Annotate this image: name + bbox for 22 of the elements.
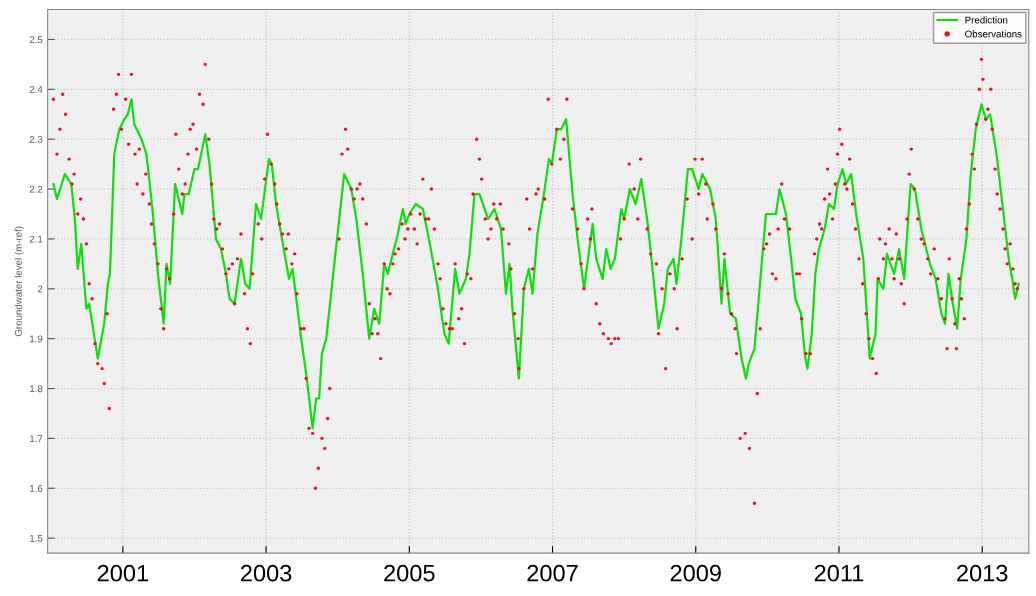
y-tick-label: 2.2 bbox=[29, 185, 43, 193]
line-series bbox=[52, 98, 1020, 430]
x-tick-label: 2011 bbox=[814, 564, 864, 582]
x-tick-label: 2001 bbox=[97, 564, 148, 582]
x-tick-label: 2009 bbox=[670, 564, 721, 582]
y-tick-label: 2.5 bbox=[29, 36, 43, 44]
x-tick-label: 2007 bbox=[527, 564, 578, 582]
x-tick-label: 2003 bbox=[241, 564, 292, 582]
legend-label: Prediction bbox=[965, 16, 1008, 24]
y-tick-label: 1.8 bbox=[30, 385, 43, 393]
x-tick-label: 2013 bbox=[957, 564, 1008, 582]
x-tick-label: 2005 bbox=[384, 564, 435, 582]
y-tick-label: 1.5 bbox=[30, 534, 43, 542]
legend-label: Observations bbox=[965, 30, 1022, 38]
y-tick-label: 2.3 bbox=[29, 135, 43, 143]
y-tick-label: 2.4 bbox=[29, 86, 43, 93]
y-tick-label: 2 bbox=[37, 285, 43, 293]
y-tick-label: 1.7 bbox=[30, 435, 43, 442]
y-tick-label: 2.1 bbox=[29, 235, 43, 243]
y-axis-title: Groundwater level (m-ref) bbox=[14, 226, 24, 337]
y-tick-label: 1.9 bbox=[30, 335, 43, 343]
y-tick-label: 1.6 bbox=[30, 484, 43, 492]
